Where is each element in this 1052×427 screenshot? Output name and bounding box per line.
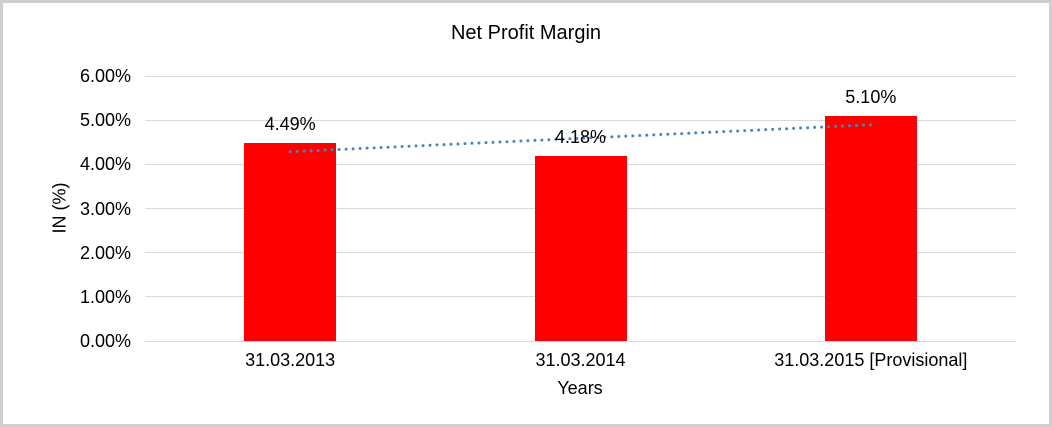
- y-tick-label: 3.00%: [79, 198, 131, 219]
- y-tick-label: 0.00%: [79, 331, 131, 351]
- gridline: [145, 119, 1016, 121]
- x-tick-label: 31.03.2014: [535, 350, 626, 370]
- y-tick-label: 5.00%: [79, 110, 131, 131]
- y-tick-label: 4.00%: [79, 154, 131, 175]
- x-axis-line: [145, 340, 1016, 342]
- data-label: 5.10%: [845, 86, 897, 107]
- bar-31.03.2013: [244, 142, 337, 341]
- y-tick-label: 1.00%: [79, 286, 131, 307]
- gridline: [145, 75, 1016, 77]
- data-label: 4.18%: [554, 127, 607, 148]
- x-tick-label: 31.03.2015 [Provisional]: [774, 350, 968, 370]
- bar-31.03.2015 [Provisional]: [824, 115, 917, 341]
- x-axis-title: Years: [557, 378, 603, 398]
- bar-31.03.2014: [534, 156, 627, 341]
- y-tick-label: 6.00%: [79, 66, 131, 86]
- plot-area: 4.49% 4.18% 5.10%: [145, 75, 1016, 342]
- y-tick-label: 2.00%: [79, 242, 131, 263]
- chart-title: Net Profit Margin: [450, 22, 602, 44]
- x-tick-label: 31.03.2013: [245, 350, 336, 370]
- trendline: [288, 123, 873, 154]
- data-label: 4.49%: [264, 113, 316, 134]
